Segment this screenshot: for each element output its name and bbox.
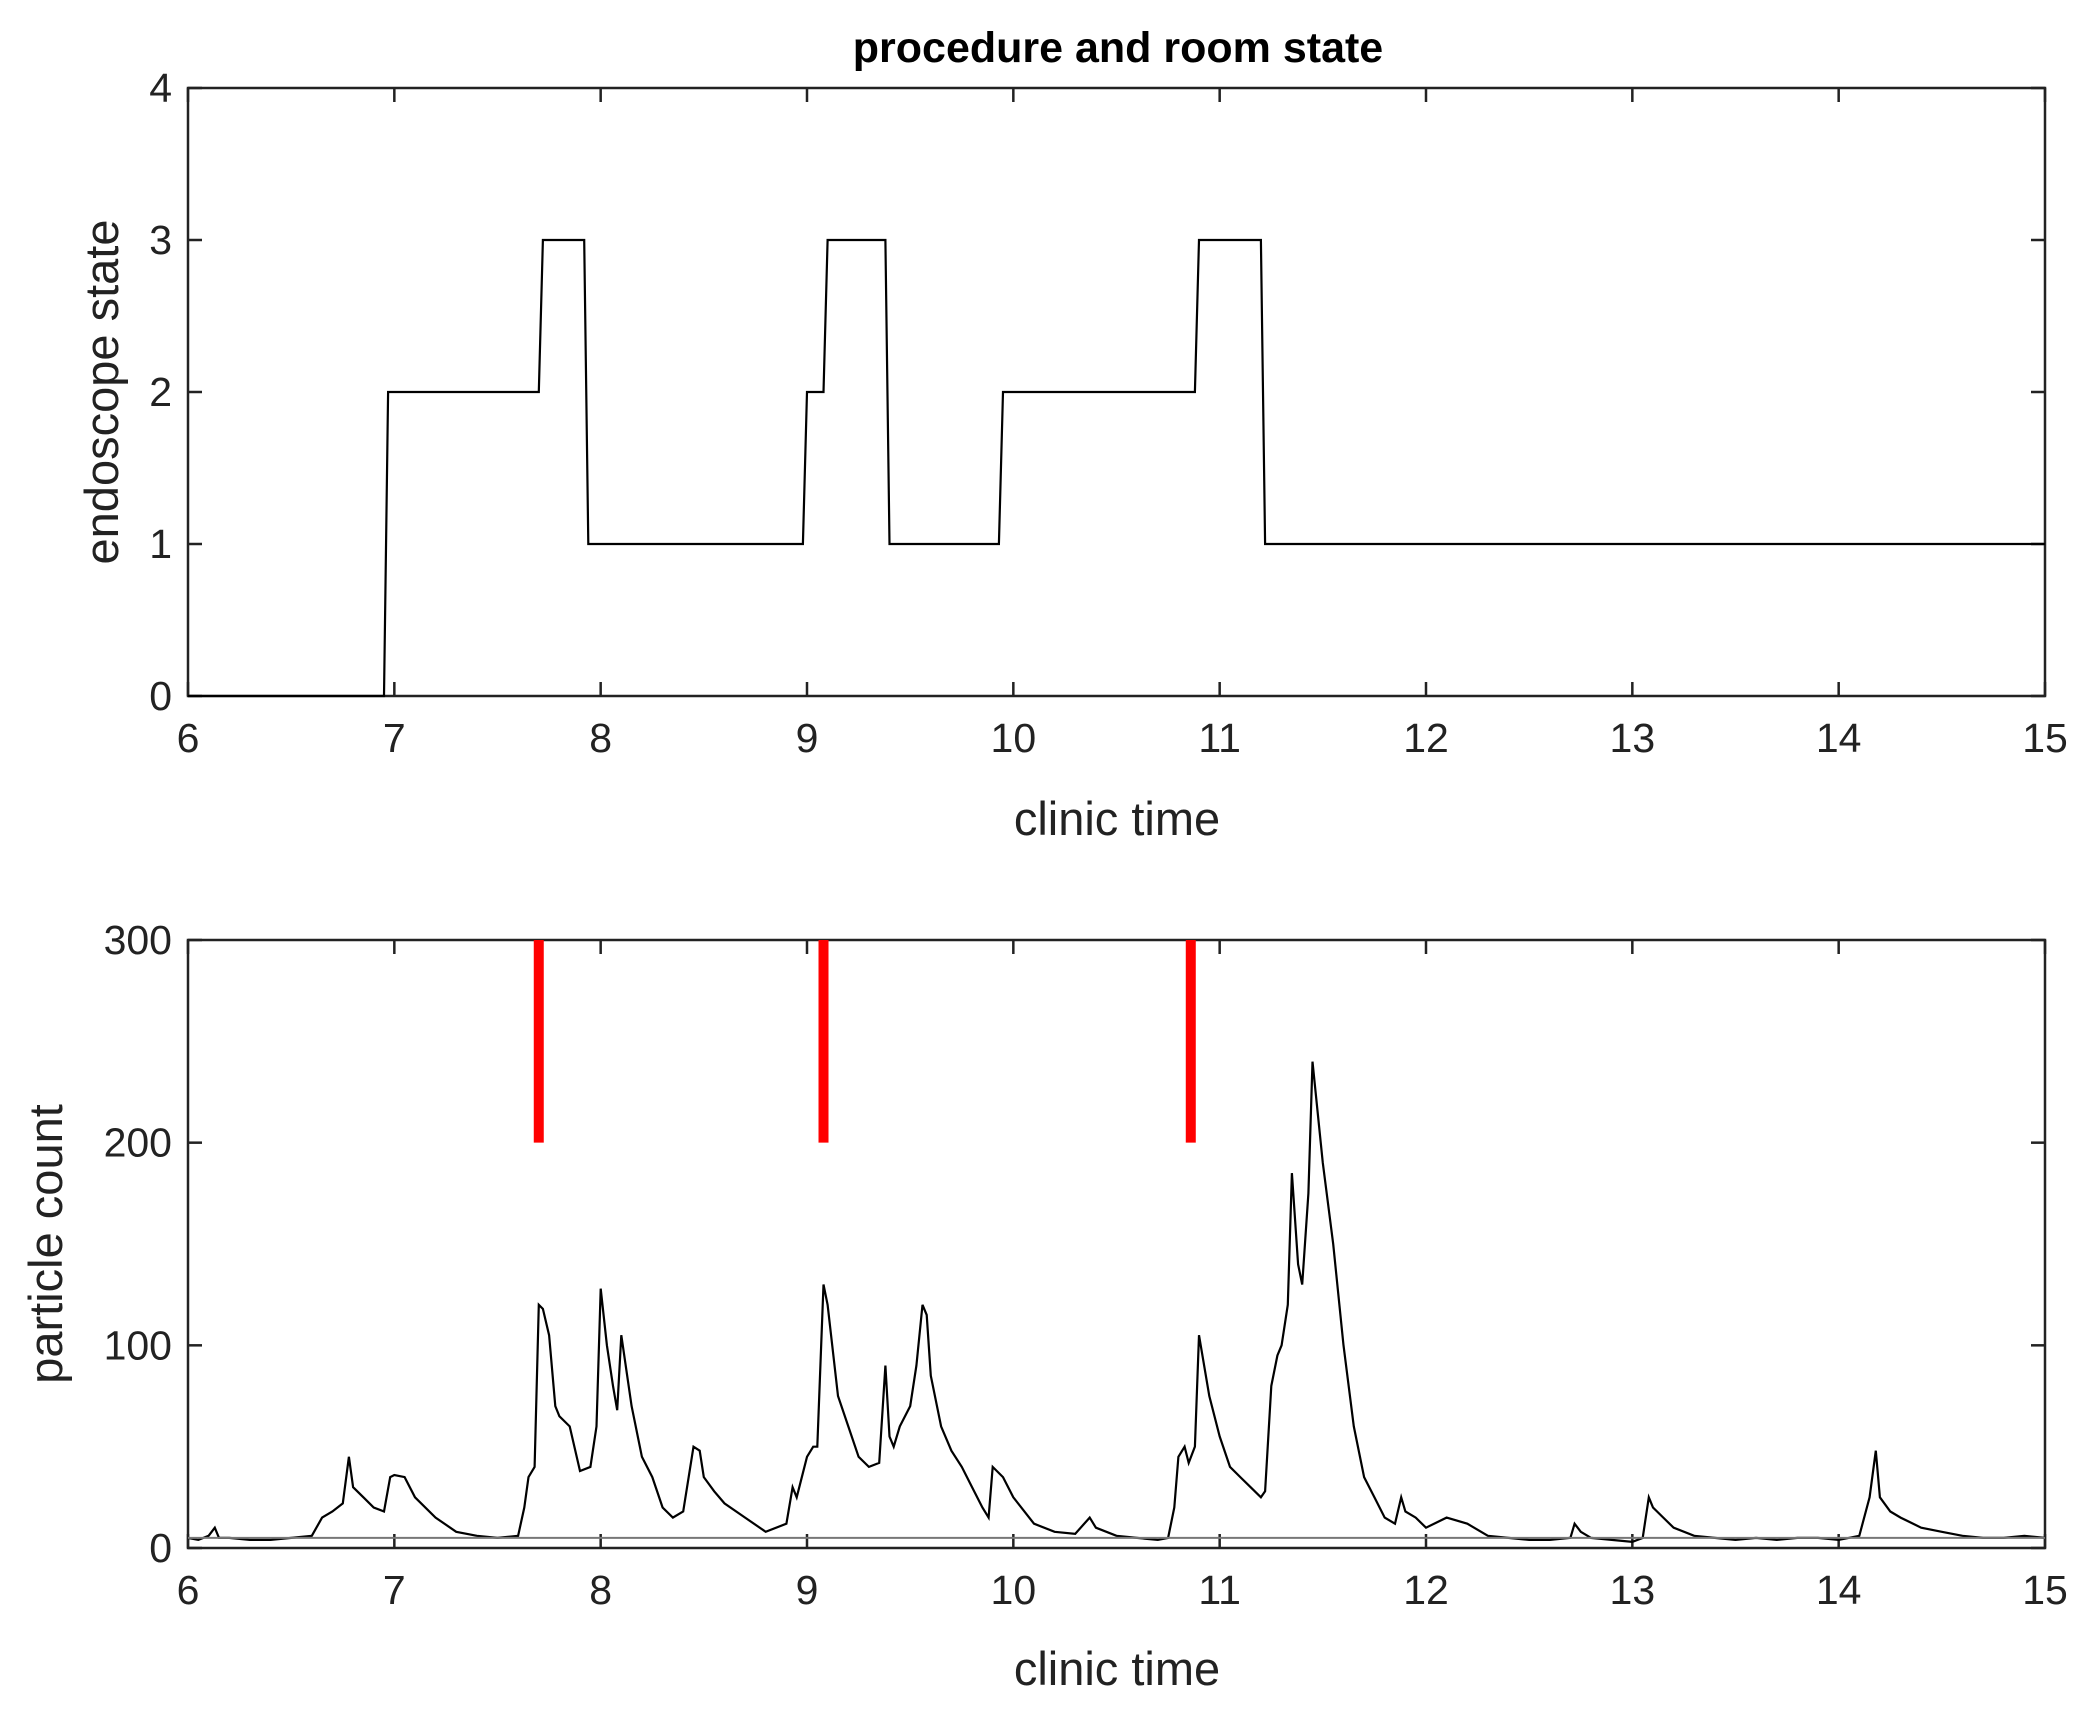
x-tick-label: 8: [589, 1567, 612, 1613]
x-tick-label: 7: [383, 715, 406, 761]
x-tick-label: 12: [1403, 715, 1449, 761]
x-tick-label: 7: [383, 1567, 406, 1613]
x-tick-label: 11: [1198, 715, 1241, 761]
y-tick-label: 3: [149, 217, 172, 263]
subplot-particle-count: 6 7 8 9 10 11 12 13 14 15 0 100 200 300 clinic time p…: [19, 917, 2068, 1695]
tick-group: [186, 938, 2047, 1550]
x-axis-label: clinic time: [1014, 792, 1220, 845]
tick-label-group: 6 7 8 9 10 11 12 13 14 15 0 100 200 300: [104, 917, 2068, 1613]
y-tick-label: 0: [149, 1525, 172, 1571]
x-tick-label: 6: [177, 715, 200, 761]
x-tick-label: 9: [796, 715, 819, 761]
x-tick-label: 9: [796, 1567, 819, 1613]
y-tick-label: 200: [104, 1120, 172, 1166]
x-tick-label: 15: [2022, 1567, 2068, 1613]
series-line: [187, 1061, 2046, 1544]
x-tick-label: 6: [177, 1567, 200, 1613]
y-tick-label: 100: [104, 1322, 172, 1368]
y-tick-label: 0: [149, 673, 172, 719]
y-tick-label: 4: [149, 65, 172, 111]
series-line: [188, 238, 2045, 698]
y-tick-label: 300: [104, 917, 172, 963]
x-tick-label: 13: [1610, 1567, 1656, 1613]
x-tick-label: 10: [991, 715, 1037, 761]
y-axis-label: particle count: [19, 1104, 72, 1384]
x-tick-label: 15: [2022, 715, 2068, 761]
chart-title: procedure and room state: [853, 24, 1383, 72]
x-tick-label: 12: [1403, 1567, 1449, 1613]
x-axis-label: clinic time: [1014, 1642, 1220, 1695]
series-group: [188, 238, 2045, 698]
x-tick-label: 11: [1198, 1567, 1241, 1613]
x-tick-label: 10: [991, 1567, 1037, 1613]
plot-frame: [186, 938, 2047, 1550]
y-tick-label: 2: [149, 369, 172, 415]
series-group: [187, 940, 2046, 1544]
y-axis-label: endoscope state: [75, 220, 128, 565]
y-tick-label: 1: [149, 521, 172, 567]
x-tick-label: 13: [1610, 715, 1656, 761]
x-tick-label: 8: [589, 715, 612, 761]
x-tick-label: 14: [1816, 1567, 1862, 1613]
subplot-procedure-room-state: procedure and room state 6 7 8 9 10 11 12 13 14 1…: [75, 24, 2068, 845]
x-tick-label: 14: [1816, 715, 1862, 761]
